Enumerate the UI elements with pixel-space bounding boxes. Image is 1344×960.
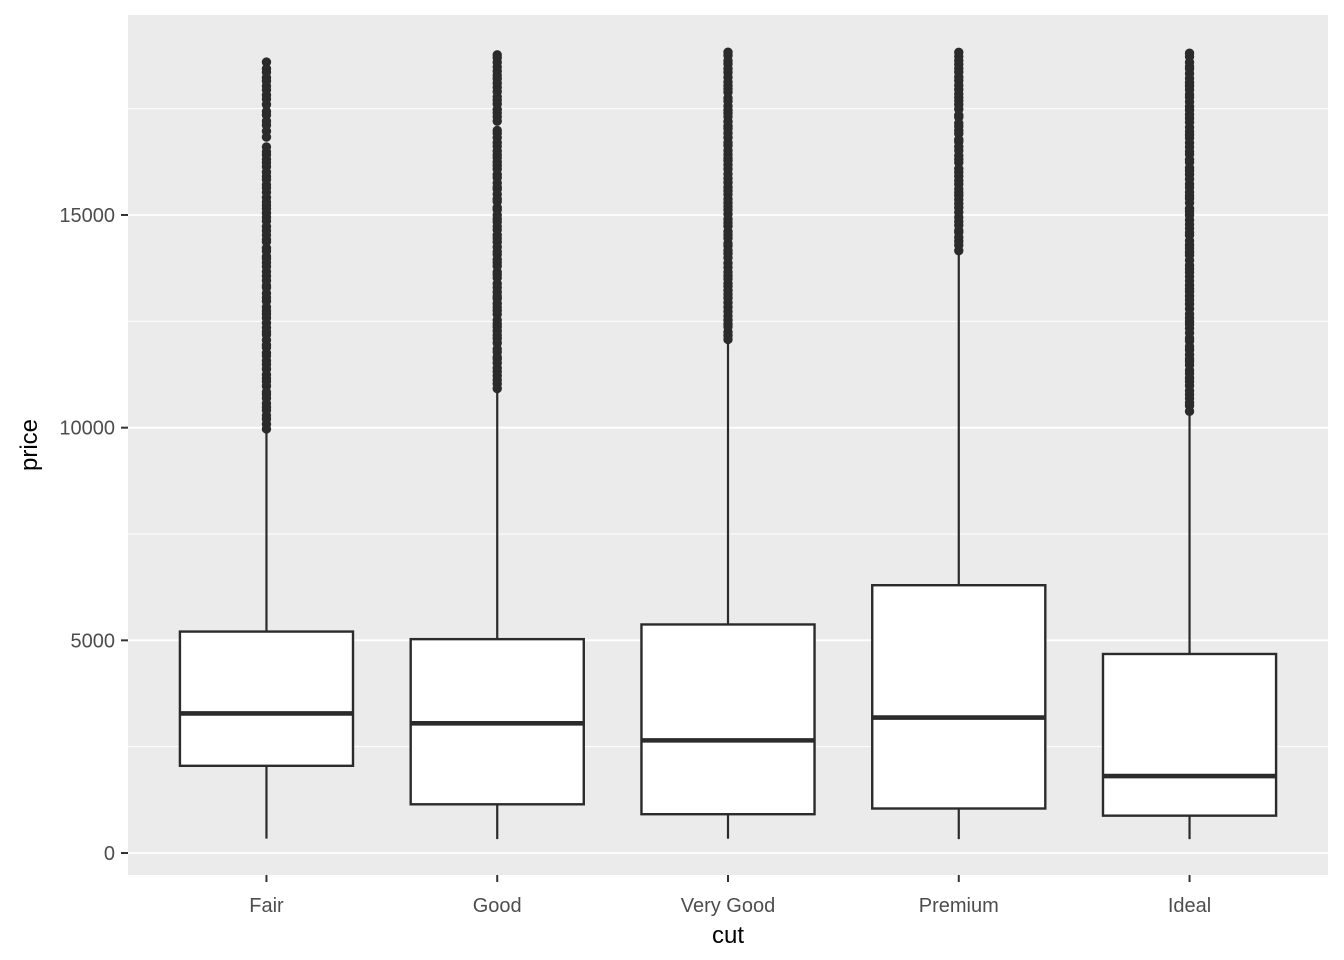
- outlier-dot-fair: [261, 387, 272, 397]
- outlier-dot-fair: [261, 424, 272, 434]
- outlier-dot-very-good: [723, 334, 733, 345]
- y-tick-label: 0: [104, 843, 115, 865]
- y-tick-label: 15000: [59, 205, 115, 227]
- box-ideal: [1101, 652, 1278, 817]
- outlier-dot-premium: [954, 245, 964, 256]
- x-tick-label-ideal: Ideal: [1168, 895, 1211, 917]
- outlier-dot-fair: [261, 99, 272, 110]
- box-fair: [178, 630, 355, 768]
- y-tick-label: 5000: [71, 630, 116, 652]
- outlier-dot-good: [492, 383, 502, 394]
- outlier-dot-good: [492, 111, 502, 122]
- x-axis-title: cut: [711, 922, 745, 949]
- y-axis-title: price: [16, 418, 43, 472]
- outlier-dot-fair: [261, 132, 272, 142]
- outlier-dot-fair: [261, 288, 272, 299]
- y-tick-label: 10000: [59, 418, 115, 440]
- outlier-dot-good: [492, 125, 502, 136]
- x-tick-label-premium: Premium: [919, 895, 999, 917]
- outlier-dot-fair: [261, 57, 272, 67]
- box-premium: [871, 584, 1047, 810]
- box-very-good: [640, 623, 816, 816]
- x-tick-label-good: Good: [473, 895, 522, 917]
- x-tick-label-fair: Fair: [249, 895, 284, 917]
- outlier-dot-ideal: [1184, 406, 1195, 417]
- x-tick-label-very-good: Very Good: [681, 895, 776, 917]
